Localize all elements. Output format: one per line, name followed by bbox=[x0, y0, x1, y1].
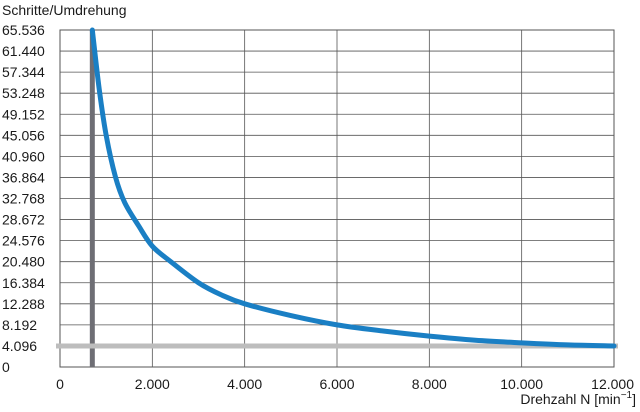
x-tick-labels: 0 2.000 4.000 6.000 8.000 10.000 12.000 bbox=[56, 376, 634, 392]
x-tick-label: 6.000 bbox=[319, 376, 354, 392]
series-layer bbox=[89, 27, 617, 349]
x-axis-title-superscript: −1 bbox=[621, 390, 633, 401]
y-tick-label: 4.096 bbox=[2, 338, 37, 354]
y-axis-title: Schritte/Umdrehung bbox=[2, 2, 127, 18]
y-tick-label: 40.960 bbox=[2, 148, 45, 164]
y-tick-label: 32.768 bbox=[2, 191, 45, 207]
x-axis-title-main: Drehzahl N [min bbox=[520, 391, 620, 407]
x-tick-label: 8.000 bbox=[412, 376, 447, 392]
reference-lines bbox=[56, 30, 618, 367]
x-axis-title-end: ] bbox=[632, 391, 636, 407]
plot-frame bbox=[59, 29, 615, 368]
y-tick-label: 53.248 bbox=[2, 85, 45, 101]
y-tick-label: 36.864 bbox=[2, 169, 45, 185]
x-tick-label: 12.000 bbox=[591, 376, 634, 392]
y-tick-labels: 0 4.096 8.192 12.288 16.384 20.480 24.576 28.67… bbox=[2, 22, 45, 375]
x-tick-label: 2.000 bbox=[135, 376, 170, 392]
x-tick-label: 0 bbox=[56, 376, 64, 392]
y-tick-label: 24.576 bbox=[2, 233, 45, 249]
y-tick-label: 45.056 bbox=[2, 127, 45, 143]
y-tick-label: 8.192 bbox=[2, 317, 37, 333]
y-tick-label: 16.384 bbox=[2, 275, 45, 291]
y-tick-label: 49.152 bbox=[2, 106, 45, 122]
y-tick-label: 28.672 bbox=[2, 212, 45, 228]
y-tick-label: 65.536 bbox=[2, 22, 45, 38]
x-axis-title: Drehzahl N [min−1] bbox=[520, 390, 636, 407]
y-tick-label: 0 bbox=[2, 359, 10, 375]
y-tick-label: 12.288 bbox=[2, 296, 45, 312]
gridlines bbox=[59, 29, 615, 368]
series-line bbox=[89, 27, 617, 349]
x-tick-label: 10.000 bbox=[500, 376, 543, 392]
x-tick-label: 4.000 bbox=[227, 376, 262, 392]
y-tick-label: 57.344 bbox=[2, 64, 45, 80]
y-tick-label: 20.480 bbox=[2, 254, 45, 270]
y-tick-label: 61.440 bbox=[2, 43, 45, 59]
